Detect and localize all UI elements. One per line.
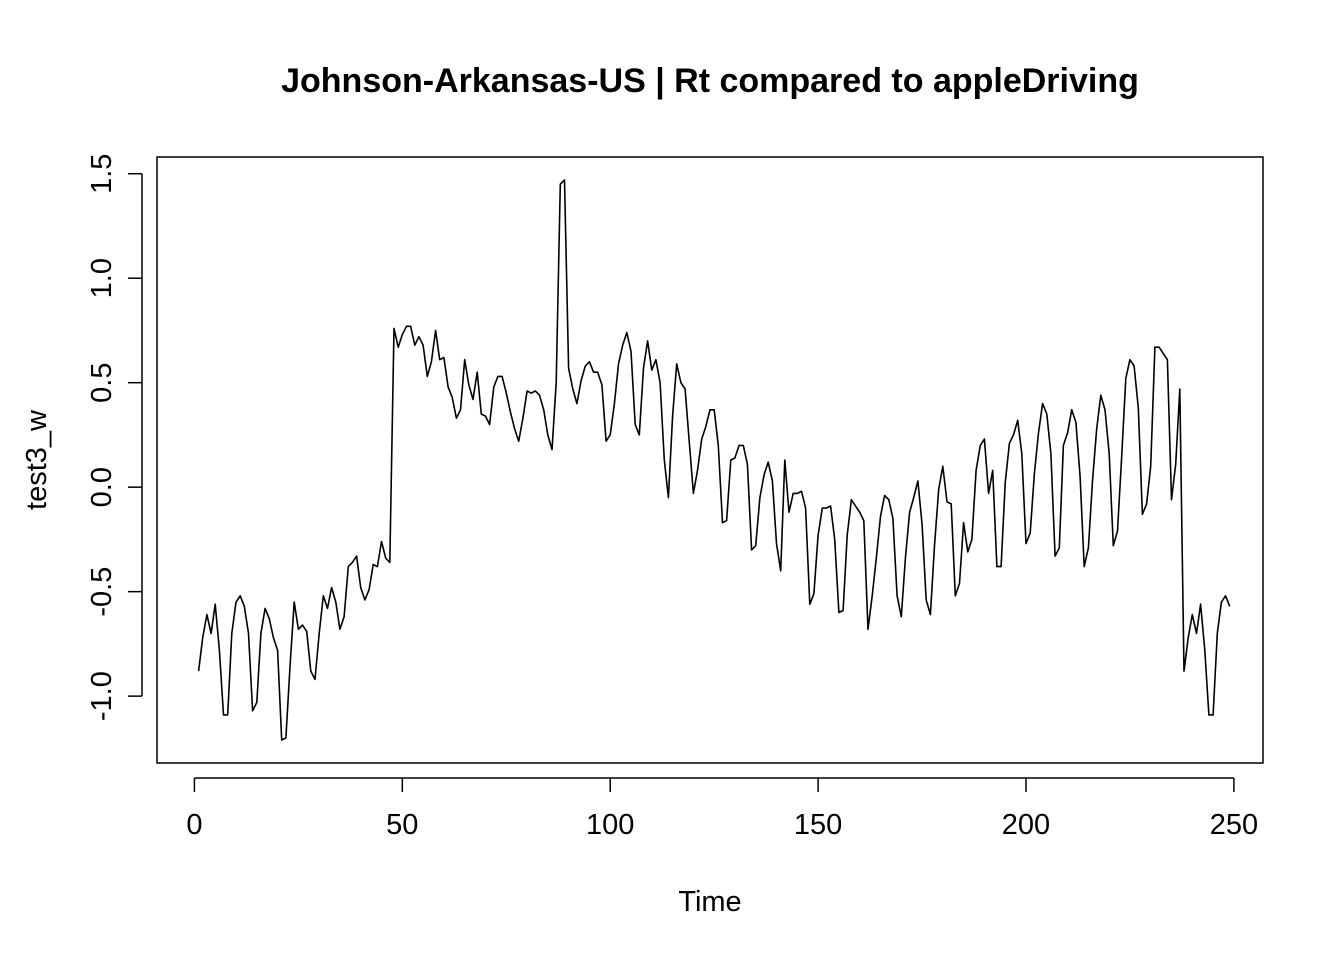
- x-tick-label: 250: [1210, 809, 1258, 841]
- x-tick-label: 100: [586, 809, 634, 841]
- x-tick-label: 150: [794, 809, 842, 841]
- y-axis-label: test3_w: [21, 409, 53, 510]
- y-axis: -1.0 -0.5 0.0 0.5 1.0 1.5: [86, 154, 143, 721]
- x-tick-label: 50: [386, 809, 418, 841]
- y-tick-label: 1.5: [86, 154, 118, 194]
- y-tick-label: 1.0: [86, 258, 118, 298]
- x-axis-label: Time: [678, 886, 741, 918]
- y-tick-label: 0.5: [86, 363, 118, 403]
- plot-frame: [156, 156, 1264, 764]
- y-tick-label: -1.0: [86, 671, 118, 721]
- series-line: [197, 179, 1231, 741]
- x-tick-label: 200: [1002, 809, 1050, 841]
- y-tick-label: 0.0: [86, 467, 118, 507]
- x-tick-label: 0: [186, 809, 202, 841]
- x-axis: 0 50 100 150 200 250: [186, 777, 1258, 841]
- y-tick-label: -0.5: [86, 567, 118, 617]
- chart-title: Johnson-Arkansas-US | Rt compared to app…: [281, 62, 1139, 100]
